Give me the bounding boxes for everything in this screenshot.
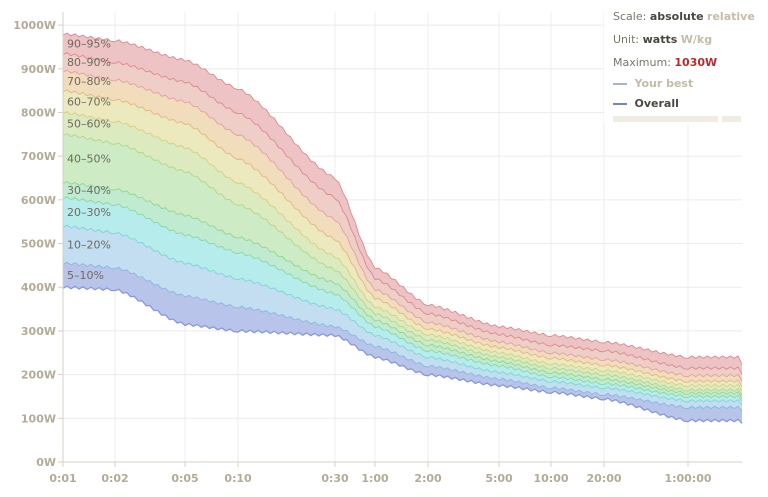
percentile-line-30%: [62, 196, 743, 402]
range-slider-handle[interactable]: [722, 116, 741, 122]
scale-relative-option[interactable]: relative: [707, 10, 755, 23]
scale-absolute-option[interactable]: absolute: [649, 10, 704, 23]
x-tick-label: 1:00:00: [664, 472, 711, 485]
x-tick-label: 0:10: [224, 472, 252, 485]
legend-your-best[interactable]: Your best: [613, 77, 693, 90]
scale-control: Scale: absolute relative: [613, 10, 755, 23]
x-tick-label: 1:00: [361, 472, 389, 485]
y-tick-label: 500W: [21, 238, 56, 251]
band-label: 60–70%: [67, 96, 111, 109]
percentile-band-5–10%[interactable]: [63, 262, 742, 424]
y-tick-label: 100W: [21, 412, 56, 425]
y-tick-label: 200W: [21, 369, 56, 382]
x-tick-label: 5:00: [485, 472, 513, 485]
band-label: 5–10%: [67, 269, 104, 282]
band-label: 70–80%: [67, 75, 111, 88]
unit-wkg-option[interactable]: W/kg: [680, 33, 713, 46]
x-tick-label: 0:01: [49, 472, 76, 485]
percentile-band-60–70%[interactable]: [63, 89, 742, 391]
percentile-line-80%: [62, 69, 743, 382]
band-label: 90–95%: [67, 38, 111, 51]
band-label: 30–40%: [67, 184, 111, 197]
unit-label: Unit:: [613, 33, 640, 46]
x-tick-label: 20:00: [586, 472, 621, 485]
percentile-band-70–80%[interactable]: [63, 70, 742, 387]
percentile-line-95%: [62, 32, 743, 365]
x-tick-label: 0:02: [101, 472, 128, 485]
percentile-line-20%: [62, 224, 743, 406]
maximum-readout: Maximum: 1030W: [613, 56, 717, 69]
percentile-band-40–50%[interactable]: [63, 133, 742, 398]
chart-axes: 0W 100W 200W 300W 400W 500W 600W 700W 800W 900W 10…: [13, 12, 742, 485]
unit-control: Unit: watts W/kg: [613, 33, 712, 46]
percentile-line-50%: [62, 132, 743, 396]
percentile-line-70%: [62, 89, 743, 388]
percentile-band-50–60%[interactable]: [63, 111, 742, 395]
x-tick-label: 0:30: [321, 472, 349, 485]
x-tick-label: 2:00: [414, 472, 442, 485]
y-tick-label: 700W: [21, 150, 56, 163]
maximum-value: 1030W: [674, 56, 718, 69]
y-tick-label: 300W: [21, 325, 56, 338]
maximum-label: Maximum:: [613, 56, 671, 69]
percentile-line-40%: [62, 180, 743, 399]
band-label: 50–60%: [67, 117, 111, 130]
y-tick-label: 1000W: [13, 19, 56, 32]
percentile-line-90%: [62, 52, 743, 375]
percentile-band-20–30%[interactable]: [63, 196, 742, 406]
your-best-line-key: [613, 83, 627, 85]
y-tick-label: 400W: [21, 281, 56, 294]
band-label: 40–50%: [67, 152, 111, 165]
chart-controls-panel: Scale: absolute relative Unit: watts W/k…: [604, 4, 755, 124]
range-slider-track[interactable]: [613, 116, 718, 122]
x-tick-label: 10:00: [533, 472, 568, 485]
your-best-label: Your best: [634, 77, 694, 90]
scale-label: Scale:: [613, 10, 647, 23]
percentile-line-10%: [62, 261, 743, 412]
y-tick-label: 600W: [21, 194, 56, 207]
band-label: 10–20%: [67, 239, 111, 252]
band-labels: 5–10% 10–20% 20–30% 30–40% 40–50% 50–60% 60–70…: [67, 38, 111, 283]
overall-label: Overall: [634, 97, 679, 110]
percentile-line-5%: [62, 285, 743, 424]
percentile-line-60%: [62, 111, 743, 392]
overall-line-key: [613, 103, 627, 105]
y-tick-label: 800W: [21, 106, 56, 119]
y-tick-label: 0W: [36, 456, 56, 469]
y-tick-label: 900W: [21, 63, 56, 76]
band-label: 20–30%: [67, 206, 111, 219]
unit-watts-option[interactable]: watts: [642, 33, 678, 46]
legend-overall[interactable]: Overall: [613, 97, 679, 110]
x-tick-label: 0:05: [171, 472, 198, 485]
percentile-band-10–20%[interactable]: [63, 225, 742, 412]
band-label: 80–90%: [67, 56, 111, 69]
percentile-lines: [62, 32, 743, 424]
